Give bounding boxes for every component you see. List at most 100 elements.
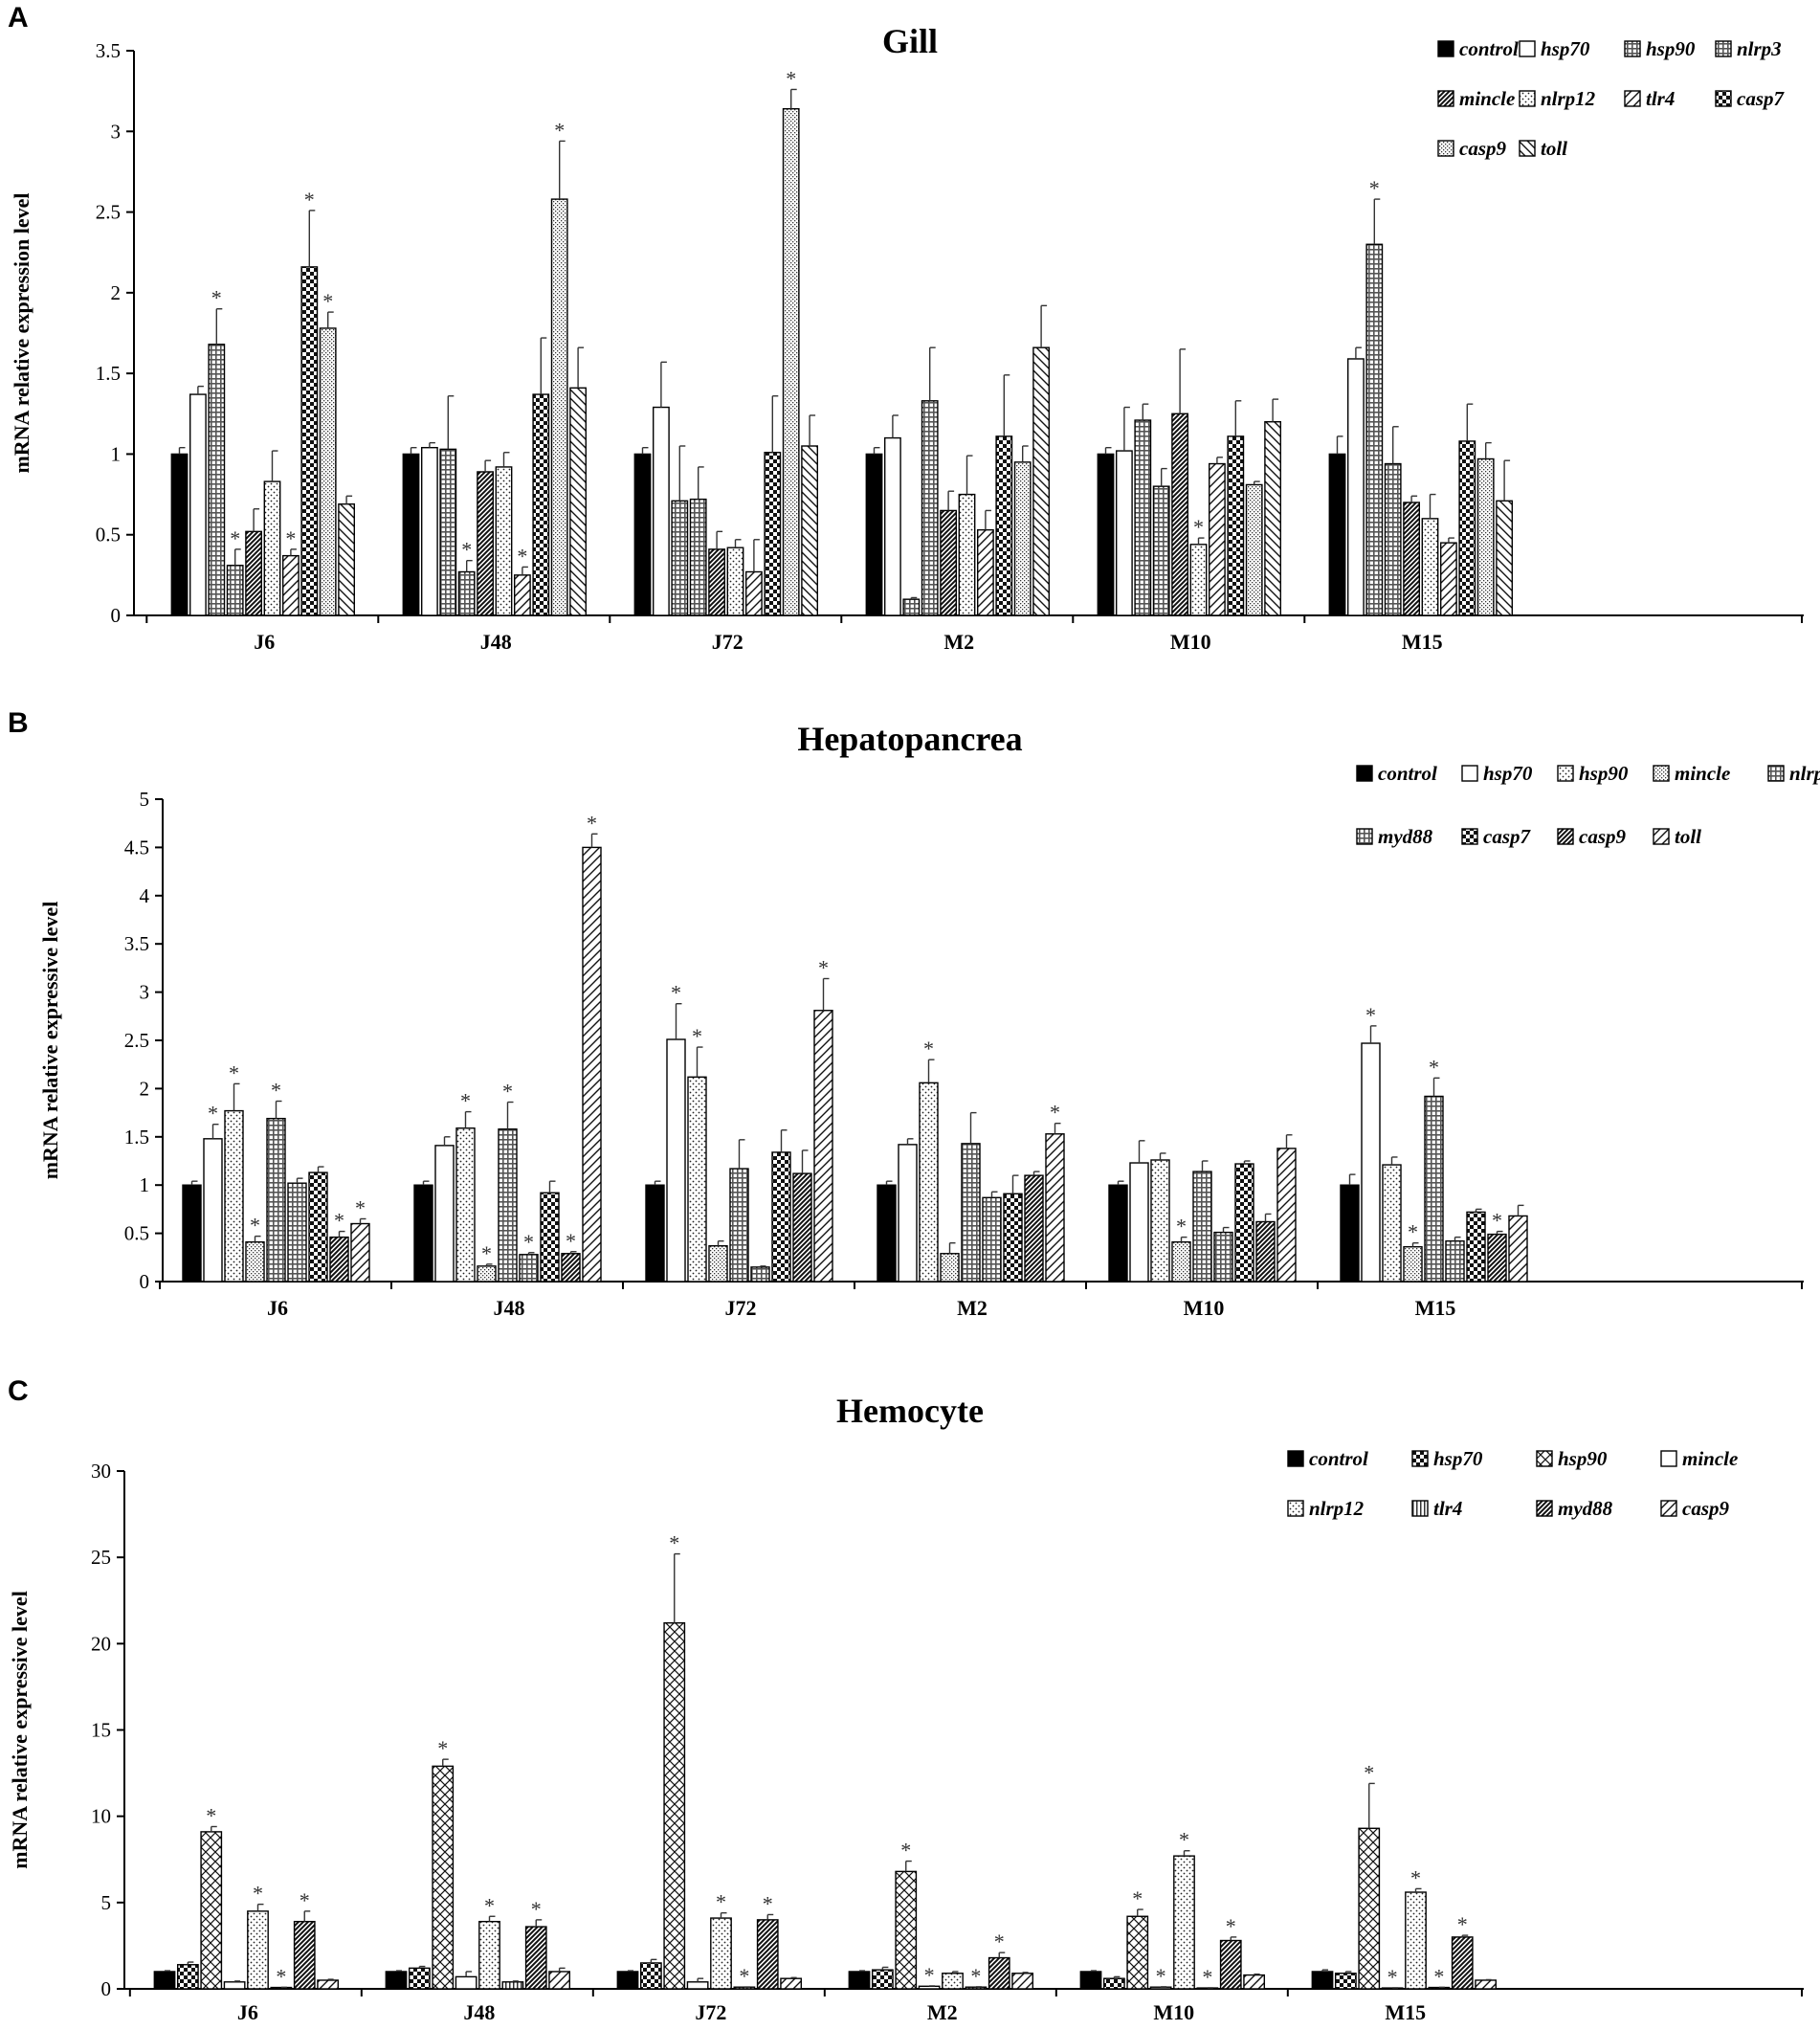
bar-toll-J48 (569, 387, 588, 616)
legend-swatch-hsp90 (1536, 1450, 1553, 1467)
legend-swatch-nlrp12 (1767, 765, 1785, 782)
significance-star: * (1457, 1912, 1468, 1936)
bar-control-J72 (645, 1184, 665, 1283)
bar-mincle-J48 (455, 1975, 477, 1990)
bar-hsp70-J6 (203, 1138, 223, 1283)
bar-control-M2 (848, 1971, 871, 1990)
significance-star: * (786, 66, 796, 90)
bar-mincle-M2 (940, 1253, 960, 1283)
legend-label-mincle: mincle (1682, 1447, 1738, 1470)
bar-casp7-J72 (771, 1151, 791, 1283)
bar-hsp90-J72 (663, 1621, 686, 1990)
legend-label-hsp90: hsp90 (1646, 37, 1696, 60)
legend-swatch-toll (1653, 828, 1670, 845)
y-tick-label: 25 (91, 1546, 111, 1569)
x-category-label: M2 (943, 630, 974, 654)
bar-hsp70-J48 (408, 1967, 431, 1990)
legend-swatch-myd88 (1356, 828, 1373, 845)
legend: control hsp70 hsp90 mincle nlrp12 tlr4 myd88 ca… (1287, 1447, 1738, 1520)
bar-control-J72 (616, 1971, 639, 1990)
significance-star: * (1364, 1760, 1374, 1784)
significance-star: * (461, 538, 472, 562)
bar-casp9-M15 (1476, 457, 1495, 616)
bar-hsp70-M2 (898, 1144, 918, 1283)
y-axis-label: mRNA relative expression level (10, 192, 33, 473)
plot-title: Hemocyte (836, 1392, 984, 1430)
x-category-label: J72 (712, 630, 744, 654)
bar-hsp90-M10 (1134, 419, 1152, 616)
significance-star: * (763, 1891, 773, 1915)
bar-mincle-J6 (245, 1240, 265, 1283)
bar-mincle-J48 (477, 1265, 497, 1283)
significance-star: * (554, 118, 565, 142)
significance-star: * (1226, 1914, 1236, 1938)
significance-star: * (924, 1963, 935, 1987)
bar-nlrp12-M10 (1189, 544, 1208, 616)
significance-star: * (481, 1241, 492, 1265)
bar-control-M15 (1311, 1971, 1334, 1990)
y-tick-label: 0.5 (124, 1222, 149, 1245)
x-category-label: M10 (1170, 630, 1211, 654)
significance-star: * (523, 1230, 534, 1254)
significance-star: * (900, 1839, 911, 1863)
bar-casp7-J48 (540, 1192, 560, 1283)
bar-control-M10 (1108, 1184, 1128, 1283)
significance-star: * (334, 1209, 344, 1233)
bar-hsp70-J72 (653, 406, 670, 616)
legend-label-hsp70: hsp70 (1483, 762, 1533, 785)
bar-nlrp12-M10 (1192, 1171, 1212, 1283)
legend-swatch-nlrp12 (1287, 1500, 1304, 1517)
bar-myd88-J48 (524, 1926, 547, 1990)
x-category-label: J72 (695, 2000, 726, 2024)
bar-hsp70-J72 (639, 1962, 662, 1990)
bar-hsp90-J48 (455, 1127, 476, 1283)
legend-swatch-hsp70 (1519, 40, 1536, 57)
bar-control-J72 (633, 453, 652, 616)
significance-star: * (531, 1897, 542, 1921)
y-tick-label: 1.5 (96, 362, 121, 385)
significance-star: * (1387, 1965, 1398, 1989)
significance-star: * (300, 1888, 310, 1912)
bar-casp7-M10 (1227, 435, 1245, 616)
significance-star: * (716, 1890, 726, 1914)
y-tick-label: 15 (91, 1719, 111, 1742)
y-tick-label: 3 (140, 981, 150, 1004)
x-category-label: M10 (1184, 1296, 1225, 1320)
legend-swatch-hsp90 (1624, 40, 1641, 57)
panel-letter: A (8, 2, 29, 33)
legend-label-toll: toll (1675, 825, 1701, 848)
legend-label-control: control (1378, 762, 1437, 785)
significance-star: * (1429, 1055, 1439, 1079)
bar-hsp90-M10 (1126, 1915, 1149, 1990)
bar-toll-M10 (1264, 421, 1282, 616)
bar-hsp90-M15 (1358, 1827, 1381, 1990)
y-axis-label: mRNA relative expressive level (8, 1591, 32, 1869)
x-category-label: J48 (463, 2000, 495, 2024)
legend-swatch-tlr4 (1624, 90, 1641, 107)
y-tick-label: 30 (91, 1460, 111, 1483)
y-tick-label: 1.5 (124, 1126, 149, 1149)
y-tick-label: 0 (140, 1270, 150, 1293)
legend-swatch-hsp70 (1461, 765, 1478, 782)
legend-label-hsp90: hsp90 (1579, 762, 1629, 785)
significance-star: * (970, 1964, 981, 1988)
x-category-label: M15 (1402, 630, 1443, 654)
bar-mincle-J72 (708, 548, 726, 616)
bar-hsp90-J48 (439, 448, 457, 616)
legend-label-hsp70: hsp70 (1541, 37, 1590, 60)
bar-mincle-J48 (477, 471, 494, 616)
significance-star: * (484, 1893, 495, 1917)
bar-toll-M2 (1045, 1133, 1065, 1283)
y-tick-label: 5 (101, 1891, 112, 1914)
significance-star: * (1179, 1828, 1189, 1852)
bar-nlrp3-M2 (921, 400, 939, 616)
x-category-label: M10 (1153, 2000, 1194, 2024)
plot-title: Hepatopancrea (797, 720, 1022, 758)
bar-casp9-M2 (1024, 1174, 1044, 1283)
legend: control hsp70 hsp90 mincle nlrp12 myd88 casp7 c… (1356, 762, 1820, 848)
bar-tlr4-J48 (514, 574, 531, 616)
bar-myd88-M10 (1213, 1231, 1233, 1283)
significance-star: * (460, 1089, 471, 1113)
bar-casp7-M15 (1458, 440, 1476, 616)
bar-hsp70-M10 (1129, 1162, 1149, 1283)
